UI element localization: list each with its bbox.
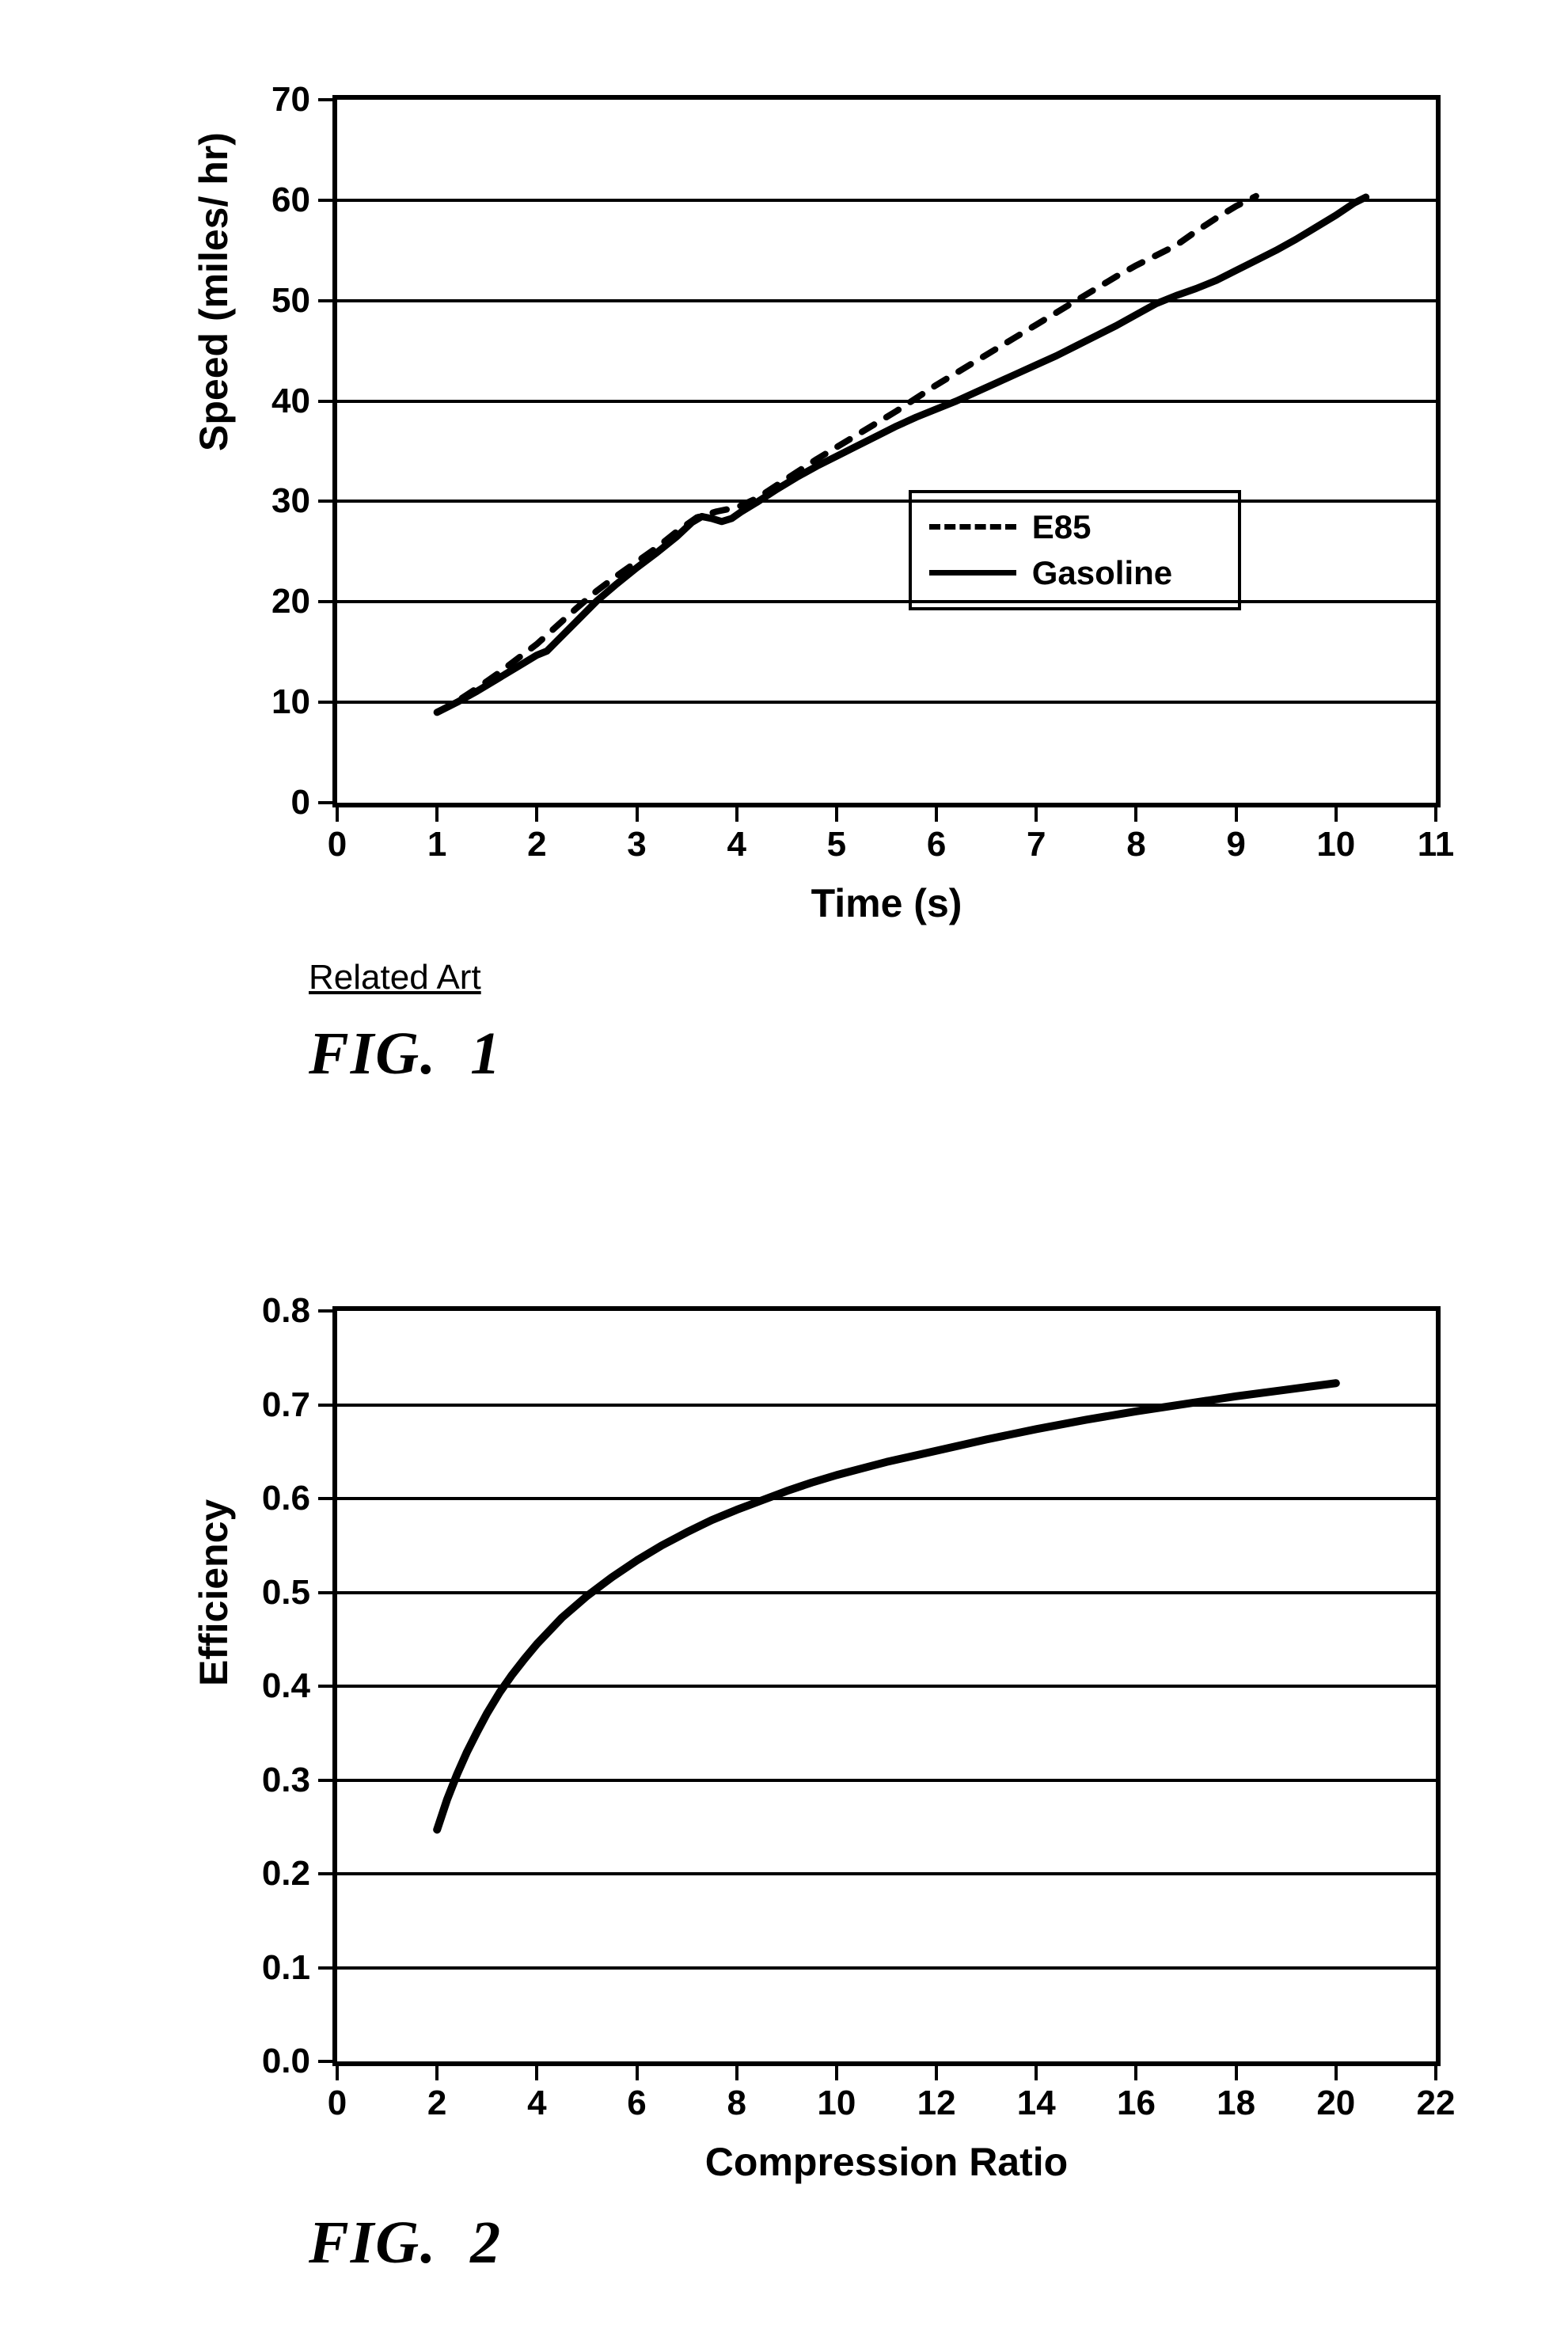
y-tick-label: 0.8 [262, 1291, 310, 1331]
x-tick [1035, 2061, 1038, 2080]
y-tick [318, 1404, 337, 1407]
y-tick [318, 1685, 337, 1688]
x-tick [1335, 2061, 1338, 2080]
x-tick [735, 2061, 738, 2080]
y-tick-label: 0.2 [262, 1854, 310, 1894]
x-tick-label: 8 [727, 2084, 746, 2123]
x-tick-label: 12 [917, 2084, 956, 2123]
series-efficiency [437, 1383, 1336, 1829]
gridline [337, 1872, 1436, 1875]
gridline [337, 1591, 1436, 1594]
x-tick [1235, 2061, 1238, 2080]
x-tick-label: 22 [1417, 2084, 1456, 2123]
y-tick [318, 2060, 337, 2063]
x-tick-label: 0 [328, 2084, 347, 2123]
figure-2-captions: FIG. 2 [309, 2209, 502, 2278]
x-tick [1434, 2061, 1437, 2080]
figure-2-x-axis-label: Compression Ratio [705, 2139, 1068, 2185]
gridline [337, 1779, 1436, 1782]
figure-2: 0.0 0.1 0.2 0.3 0.4 0.5 0.6 0.7 0.8 0 2 4 6 8 10 12 14 16… [0, 0, 1568, 2344]
gridline [337, 1966, 1436, 1970]
x-tick-label: 18 [1217, 2084, 1255, 2123]
x-tick-label: 10 [817, 2084, 856, 2123]
x-tick-label: 6 [627, 2084, 646, 2123]
gridline [337, 1404, 1436, 1407]
y-tick [318, 1497, 337, 1500]
x-tick [535, 2061, 538, 2080]
x-tick [435, 2061, 439, 2080]
y-tick-label: 0.4 [262, 1666, 310, 1706]
y-tick-label: 0.7 [262, 1385, 310, 1425]
y-tick-label: 0.0 [262, 2042, 310, 2081]
gridline [337, 1497, 1436, 1500]
y-tick [318, 1779, 337, 1782]
x-tick [636, 2061, 639, 2080]
x-tick-label: 16 [1117, 2084, 1156, 2123]
gridline [337, 1685, 1436, 1688]
x-tick-label: 2 [427, 2084, 446, 2123]
figure-2-label: FIG. 2 [309, 2209, 502, 2278]
y-tick-label: 0.6 [262, 1479, 310, 1518]
x-tick [835, 2061, 838, 2080]
y-tick-label: 0.1 [262, 1948, 310, 1988]
y-tick [318, 1872, 337, 1875]
y-tick [318, 1591, 337, 1594]
y-tick [318, 1966, 337, 1970]
x-tick-label: 4 [527, 2084, 546, 2123]
x-tick [336, 2061, 339, 2080]
figure-2-plot-area: 0.00.10.20.30.40.50.60.70.80246810121416… [332, 1306, 1441, 2066]
y-tick-label: 0.5 [262, 1573, 310, 1613]
y-tick-label: 0.3 [262, 1761, 310, 1800]
x-tick-label: 20 [1316, 2084, 1355, 2123]
x-tick [1134, 2061, 1137, 2080]
x-tick-label: 14 [1017, 2084, 1056, 2123]
x-tick [935, 2061, 938, 2080]
y-tick [318, 1309, 337, 1313]
